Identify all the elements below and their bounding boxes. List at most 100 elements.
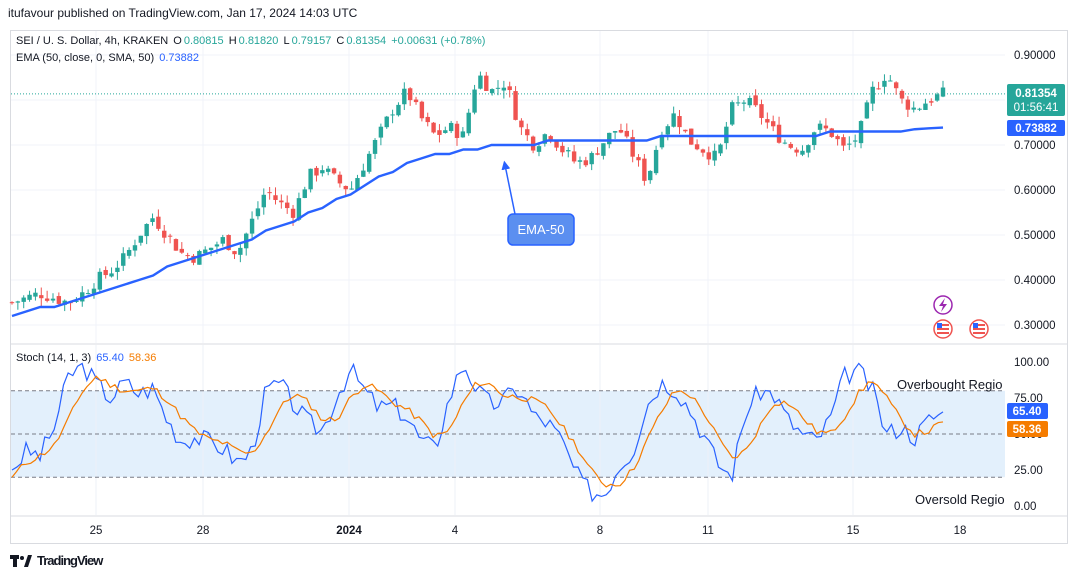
candle-body (630, 137, 635, 157)
stoch-legend: Stoch (14, 1, 3) 65.40 58.36 (16, 352, 158, 364)
candle-body (513, 91, 518, 120)
candle-body (841, 137, 846, 146)
candle-body (255, 208, 261, 217)
open-value: 0.80815 (183, 35, 224, 47)
symbol-label[interactable]: SEI / U. S. Dollar, 4h, KRAKEN (16, 35, 169, 47)
candle-body (132, 245, 138, 251)
candle-body (747, 98, 752, 106)
candle-body (85, 293, 91, 295)
candle-body (484, 75, 489, 91)
candle-body (454, 123, 460, 138)
candle-body (185, 255, 190, 257)
candle-body (612, 131, 618, 133)
candle-body (940, 87, 946, 97)
candle-body (653, 149, 659, 174)
candle-body (126, 249, 132, 256)
candle-body (407, 88, 413, 101)
ema-legend-label[interactable]: EMA (50, close, 0, SMA, 50) (16, 52, 155, 64)
price-axis[interactable]: 0.900000.800000.700000.600000.500000.400… (1014, 50, 1056, 332)
candle-body (794, 149, 799, 153)
candle-body (384, 116, 389, 128)
candle-body (109, 273, 114, 277)
stoch-legend-k: 65.40 (96, 352, 124, 364)
candle-body (44, 298, 50, 301)
candle-body (835, 136, 840, 140)
candle-body (302, 189, 307, 198)
candle-body (261, 194, 266, 208)
stoch-tick-label: 75.00 (1014, 393, 1043, 405)
chart-frame (10, 30, 1068, 544)
high-value: 0.81820 (238, 35, 279, 47)
candle-body (700, 149, 706, 153)
candle-body (466, 112, 471, 134)
candle-body (285, 202, 290, 209)
candle-body (39, 295, 44, 299)
candle-body (882, 80, 887, 87)
stoch-legend-label[interactable]: Stoch (14, 1, 3) (16, 352, 92, 364)
candle-body (337, 174, 343, 184)
price-badge-countdown: 01:56:41 (1014, 102, 1059, 114)
candle-body (121, 253, 126, 266)
candle-body (443, 130, 448, 133)
us-flag-icon[interactable] (969, 319, 989, 339)
stoch-tick-label: 0.00 (1014, 501, 1036, 513)
time-tick-label: 15 (847, 525, 860, 537)
candle-body (530, 136, 536, 151)
candle-body (162, 230, 167, 238)
candle-body (308, 168, 313, 190)
time-tick-label: 18 (954, 525, 967, 537)
ema-legend-value: 0.73882 (159, 52, 199, 64)
candle-body (343, 185, 348, 190)
candle-body (349, 188, 354, 190)
ema-badge-value: 0.73882 (1015, 123, 1057, 135)
candle-body (525, 129, 530, 136)
stoch-k-badge: 65.40 (1007, 403, 1048, 419)
candle-body (636, 157, 641, 161)
candle-body (718, 144, 723, 154)
candle-body (396, 104, 401, 116)
candle-body (770, 121, 776, 127)
tradingview-brand[interactable]: TradingView (37, 553, 103, 568)
change-value: +0.00631 (+0.78%) (391, 35, 486, 47)
candle-body (144, 223, 149, 237)
ema-callout-label: EMA-50 (518, 222, 565, 237)
lightning-icon[interactable] (933, 295, 953, 315)
candle-body (536, 146, 542, 152)
candle-body (683, 129, 688, 132)
candle-body (238, 247, 243, 255)
candle-body (671, 113, 676, 127)
low-label: L (283, 35, 290, 47)
candle-body (21, 297, 26, 302)
oversold-label: Oversold Regio (915, 492, 1005, 507)
candle-body (741, 102, 747, 104)
time-tick-label: 28 (197, 525, 210, 537)
candle-body (806, 145, 811, 153)
candle-body (419, 101, 425, 119)
time-axis[interactable]: 25 28 2024 4 8 11 15 18 (90, 525, 967, 537)
candle-body (314, 167, 319, 176)
price-tick-label: 0.50000 (1014, 230, 1056, 242)
candle-body (730, 102, 735, 125)
candle-body (864, 102, 870, 119)
candle-body (402, 88, 407, 105)
candle-body (50, 298, 56, 301)
price-badge: 0.81354 01:56:41 (1007, 84, 1065, 116)
candle-body (103, 269, 108, 276)
candle-body (929, 101, 934, 103)
publisher-line: itufavour published on TradingView.com, … (8, 6, 358, 20)
ema-50-line (11, 126, 944, 318)
candle-body (226, 235, 231, 251)
stoch-tick-label: 100.00 (1014, 357, 1049, 369)
candle-body (554, 141, 559, 148)
candle-body (876, 88, 881, 90)
candle-body (56, 296, 62, 304)
candle-body (624, 130, 630, 137)
candle-body (366, 153, 372, 172)
price-tick-label: 0.60000 (1014, 185, 1056, 197)
candle-body (232, 251, 237, 255)
candle-body (390, 114, 395, 116)
close-value: 0.81354 (346, 35, 387, 47)
stoch-d-badge-value: 58.36 (1013, 424, 1042, 436)
us-flag-icon[interactable] (933, 319, 953, 339)
